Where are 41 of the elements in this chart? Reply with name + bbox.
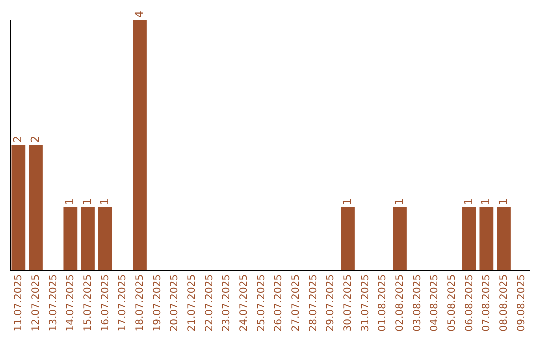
x-tick-label: 03.08.2025 [412, 274, 424, 332]
x-tick-label: 22.07.2025 [204, 274, 216, 332]
x-tick-label: 09.08.2025 [516, 274, 528, 332]
x-tick-label: 29.07.2025 [326, 274, 337, 332]
x-tick-label: 30.07.2025 [343, 274, 354, 332]
x-tick-label: 04.08.2025 [430, 274, 441, 332]
x-tick-label: 28.07.2025 [308, 274, 320, 332]
data-label: 4 [133, 11, 146, 18]
x-tick-label: 02.08.2025 [395, 274, 406, 332]
data-label: 2 [29, 136, 42, 143]
data-label: 1 [64, 198, 77, 206]
x-tick-label: 16.07.2025 [100, 274, 112, 332]
x-tick-label: 11.07.2025 [14, 274, 25, 332]
x-tick-label: 07.08.2025 [482, 274, 493, 332]
data-label: 1 [462, 198, 476, 206]
x-tick-label: 24.07.2025 [239, 274, 250, 332]
x-tick-label: 25.07.2025 [256, 274, 268, 332]
x-tick-label: 13.07.2025 [48, 274, 60, 332]
x-tick-label: 14.07.2025 [66, 274, 77, 332]
x-tick-label: 12.07.2025 [31, 274, 42, 332]
x-tick-label: 15.07.2025 [83, 274, 94, 332]
x-tick-label: 23.07.2025 [222, 274, 233, 332]
data-label: 1 [341, 198, 354, 206]
x-tick-label: 19.07.2025 [152, 274, 164, 332]
x-tick-label: 17.07.2025 [118, 274, 129, 332]
x-tick-label: 06.08.2025 [464, 274, 476, 332]
x-tick-label: 21.07.2025 [187, 274, 198, 332]
x-tick-label: 20.07.2025 [170, 274, 181, 332]
data-label: 1 [393, 198, 406, 206]
x-tick-label: 18.07.2025 [135, 274, 146, 332]
x-tick-label: 01.08.2025 [378, 274, 389, 332]
x-tick-label: 27.07.2025 [291, 274, 302, 332]
x-tick-label: 05.08.2025 [447, 274, 458, 332]
data-label: 1 [497, 198, 510, 206]
data-label: 1 [81, 198, 94, 206]
x-tick-label: 08.08.2025 [499, 274, 510, 332]
x-tick-label: 26.07.2025 [274, 274, 285, 332]
data-label: 1 [98, 198, 112, 206]
x-tick-label: 31.07.2025 [360, 274, 372, 332]
data-label: 1 [480, 198, 493, 206]
data-label: 2 [12, 136, 25, 143]
